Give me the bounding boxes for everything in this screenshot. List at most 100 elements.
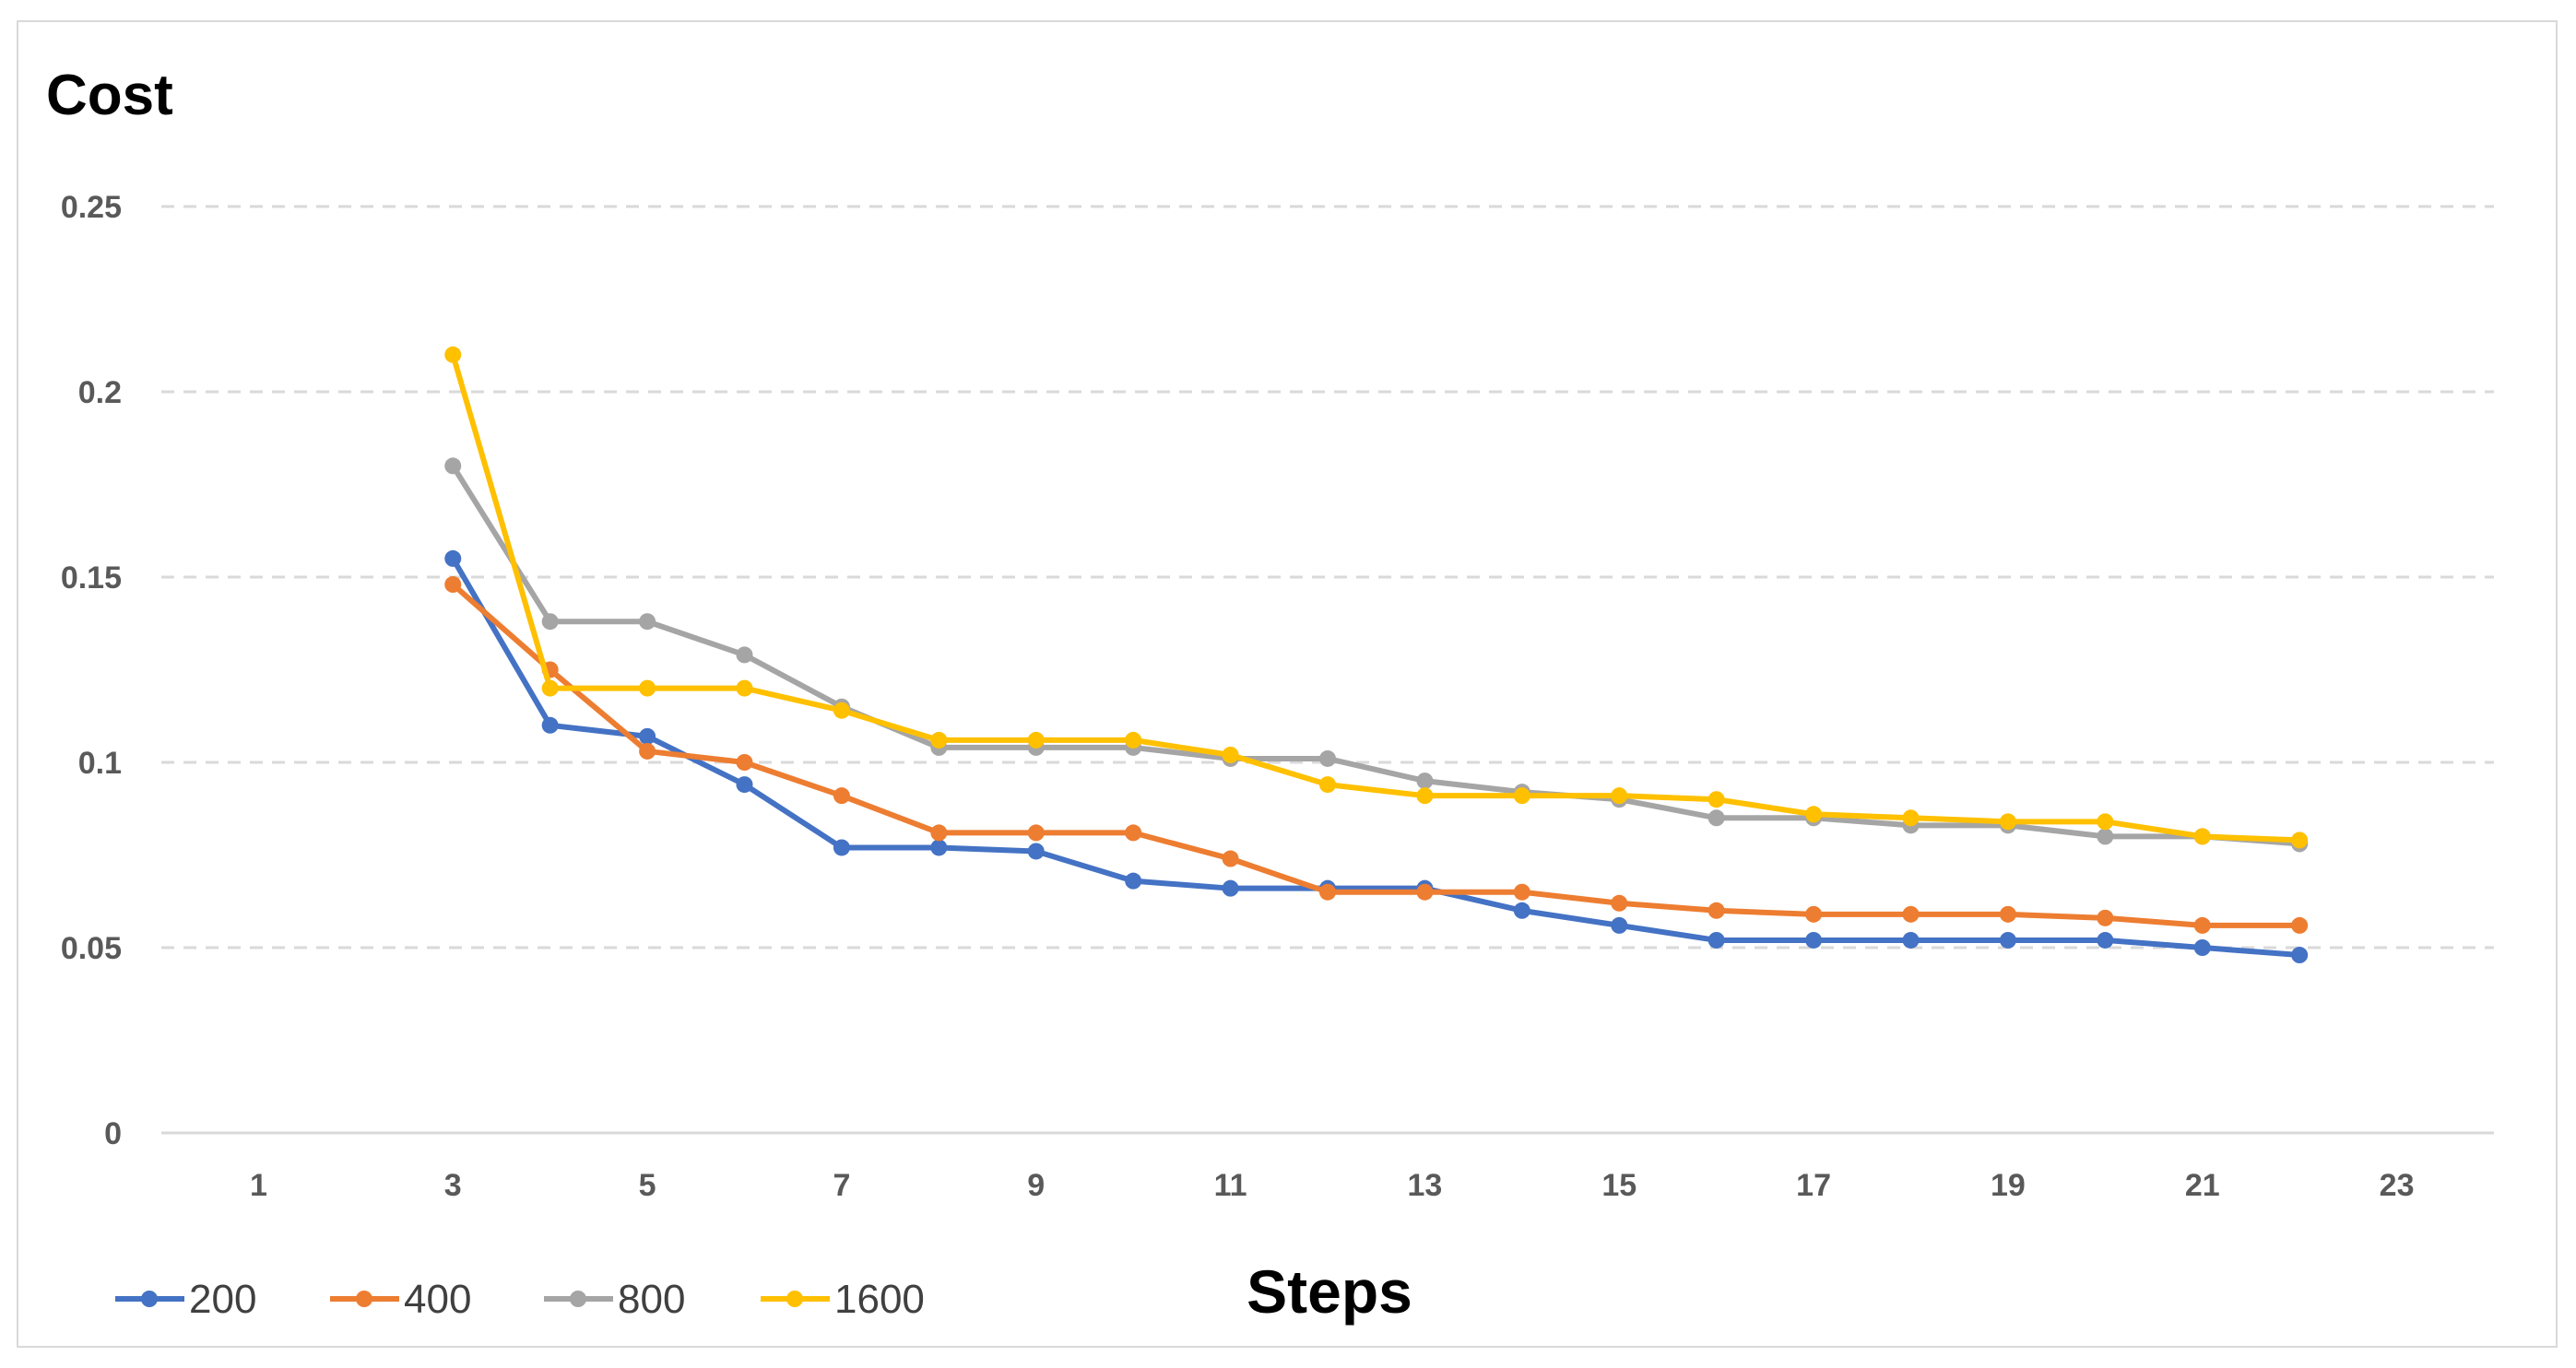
data-point [1513, 883, 1530, 901]
y-tick-label: 0.2 [78, 375, 122, 410]
y-tick-label: 0.25 [61, 190, 122, 225]
data-point [2291, 916, 2309, 934]
data-point [1902, 931, 1920, 949]
x-tick-label: 1 [250, 1168, 267, 1203]
data-point [1319, 883, 1336, 901]
x-tick-label: 11 [1214, 1168, 1247, 1203]
data-point [1222, 879, 1239, 897]
data-point [1513, 787, 1530, 805]
data-point [2193, 828, 2211, 845]
data-point [2291, 947, 2309, 964]
data-point [1027, 824, 1045, 842]
y-axis-title: Cost [46, 64, 173, 127]
data-point [444, 457, 462, 475]
series-line [450, 557, 2300, 959]
data-point [736, 646, 753, 664]
series-400 [444, 576, 2309, 934]
data-point [2193, 939, 2211, 956]
data-point [1805, 806, 1823, 823]
data-point [541, 613, 559, 631]
data-point [1513, 902, 1530, 919]
series-line [450, 353, 2300, 843]
chart-frame: Cost 0 0.05 0.1 0.15 0.2 0.25 1 3 5 7 9 11 13 15 17 19 2… [17, 20, 2558, 1348]
legend: 200 400 800 1600 [115, 1277, 925, 1322]
data-point [1707, 931, 1725, 949]
legend-item: 1600 [761, 1277, 925, 1322]
data-point [833, 787, 850, 805]
x-tick-label: 3 [444, 1168, 462, 1203]
x-axis-title: Steps [1247, 1257, 1412, 1326]
data-point [736, 754, 753, 771]
data-point [1125, 824, 1142, 842]
series-800 [444, 457, 2309, 853]
data-point [1902, 809, 1920, 827]
legend-swatch-marker [356, 1291, 372, 1307]
y-tick-label: 0.15 [61, 560, 122, 596]
data-point [1125, 872, 1142, 890]
series-line [451, 582, 2300, 928]
data-point [444, 346, 462, 363]
data-point [1319, 776, 1336, 794]
y-tick-label: 0 [104, 1116, 122, 1151]
x-tick-label: 9 [1027, 1168, 1045, 1203]
data-point [833, 702, 850, 719]
x-tick-label: 23 [2380, 1168, 2415, 1203]
legend-label: 200 [189, 1277, 256, 1322]
data-point [1707, 791, 1725, 808]
data-point [1027, 731, 1045, 749]
legend-swatch-marker [570, 1291, 586, 1307]
data-point [930, 824, 948, 842]
legend-label: 1600 [834, 1277, 925, 1322]
series-1600 [444, 346, 2309, 849]
y-tick-label: 0.1 [78, 746, 122, 781]
y-tick-label: 0.05 [61, 931, 122, 966]
data-point [2097, 828, 2114, 845]
data-point [639, 742, 656, 760]
data-point [2291, 831, 2309, 849]
x-tick-label: 13 [1408, 1168, 1443, 1203]
data-point [639, 613, 656, 631]
data-point [736, 679, 753, 697]
legend-swatch-marker [141, 1291, 158, 1307]
x-tick-label: 19 [1991, 1168, 2026, 1203]
data-point [2097, 813, 2114, 831]
data-point [1416, 787, 1434, 805]
data-point [1222, 850, 1239, 867]
data-point [444, 549, 462, 567]
data-point [930, 731, 948, 749]
series-line [450, 464, 2300, 847]
legend-label: 800 [618, 1277, 685, 1322]
series-200 [444, 549, 2309, 964]
data-point [1999, 931, 2016, 949]
data-point [1319, 749, 1336, 767]
data-point [2097, 909, 2114, 926]
data-point [1416, 772, 1434, 790]
data-point [1611, 787, 1628, 805]
line-chart: Cost 00.050.10.150.20.251 3 5 7 9 11 13 15 17 19 2… [46, 64, 2494, 1326]
data-point [1027, 843, 1045, 860]
data-point [1707, 902, 1725, 919]
data-point [1707, 809, 1725, 827]
data-point [2193, 916, 2211, 934]
legend-item: 200 [115, 1277, 256, 1322]
data-point [2097, 931, 2114, 949]
x-tick-label: 5 [639, 1168, 656, 1203]
data-point [1416, 883, 1434, 901]
data-point [1999, 813, 2016, 831]
legend-swatch-marker [786, 1291, 803, 1307]
legend-item: 400 [330, 1277, 471, 1322]
data-point [1611, 894, 1628, 912]
legend-label: 400 [404, 1277, 471, 1322]
data-point [1999, 905, 2016, 923]
data-point [541, 679, 559, 697]
data-point [833, 839, 850, 856]
data-point [1611, 916, 1628, 934]
x-tick-label: 17 [1796, 1168, 1831, 1203]
data-point [1222, 746, 1239, 763]
data-point [736, 776, 753, 794]
data-point [1125, 731, 1142, 749]
x-tick-label: 7 [833, 1168, 850, 1203]
data-point [639, 679, 656, 697]
data-point [1902, 905, 1920, 923]
data-point [1805, 931, 1823, 949]
